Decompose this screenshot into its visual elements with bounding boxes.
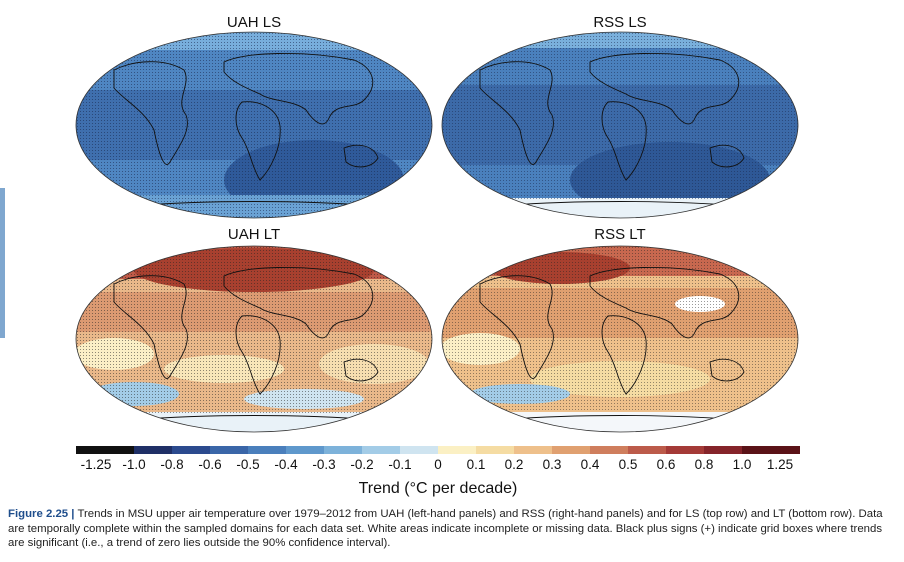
- colorbar-label: Trend (°C per decade): [358, 480, 518, 497]
- panel-title: RSS LS: [593, 14, 647, 31]
- panel-uah-lt: UAH LT: [74, 222, 434, 434]
- colorbar-tick-label: -0.1: [388, 457, 412, 472]
- colorbar-segment: [76, 446, 134, 454]
- colorbar-segment: [742, 446, 800, 454]
- colorbar-segment: [552, 446, 590, 454]
- map-rss-ls: [441, 31, 799, 219]
- colorbar-segment: [210, 446, 248, 454]
- colorbar-tick-label: 0.1: [466, 457, 486, 472]
- colorbar: [76, 446, 800, 454]
- colorbar-tick-label: -0.2: [350, 457, 374, 472]
- map-uah-lt: [75, 245, 433, 433]
- colorbar-segment: [476, 446, 514, 454]
- figure-label: Figure 2.25 |: [8, 508, 75, 520]
- colorbar-tick-label: 0.4: [580, 457, 600, 472]
- colorbar-segment: [324, 446, 362, 454]
- colorbar-segment: [438, 446, 476, 454]
- colorbar-segment: [400, 446, 438, 454]
- colorbar-tick-label: 1.0: [732, 457, 752, 472]
- figure-caption: Figure 2.25 | Trends in MSU upper air te…: [8, 507, 888, 551]
- colorbar-tick-label: 0: [434, 457, 442, 472]
- colorbar-tick-label: 0.2: [504, 457, 524, 472]
- colorbar-segment: [362, 446, 400, 454]
- colorbar-tick-label: -0.6: [198, 457, 222, 472]
- colorbar-segment: [134, 446, 172, 454]
- panel-title: RSS LT: [594, 226, 646, 243]
- colorbar-tick-label: -0.4: [274, 457, 298, 472]
- colorbar-tick-label: 1.25: [766, 457, 794, 472]
- colorbar-tick-label: -0.5: [236, 457, 260, 472]
- panel-title: UAH LT: [227, 226, 281, 243]
- colorbar-tick-label: 0.6: [656, 457, 676, 472]
- colorbar-segment: [286, 446, 324, 454]
- map-rss-lt: [441, 245, 799, 433]
- page-edge-tab: [0, 188, 5, 338]
- colorbar-tick-label: 0.8: [694, 457, 714, 472]
- colorbar-tick-label: 0.3: [542, 457, 562, 472]
- colorbar-tick-label: -1.0: [122, 457, 146, 472]
- colorbar-segment: [666, 446, 704, 454]
- colorbar-segment: [248, 446, 286, 454]
- caption-text: Trends in MSU upper air temperature over…: [8, 508, 883, 549]
- colorbar-segment: [514, 446, 552, 454]
- panel-rss-ls: RSS LS: [440, 8, 800, 219]
- colorbar-tick-label: -0.3: [312, 457, 336, 472]
- colorbar-tick-label: -1.25: [80, 457, 112, 472]
- colorbar-tick-label: 0.5: [618, 457, 638, 472]
- colorbar-segment: [172, 446, 210, 454]
- map-uah-ls: [75, 31, 433, 219]
- panel-rss-lt: RSS LT: [440, 222, 800, 434]
- colorbar-segment: [590, 446, 628, 454]
- colorbar-segment: [628, 446, 666, 454]
- panel-uah-ls: UAH LS: [74, 8, 434, 219]
- colorbar-segment: [704, 446, 742, 454]
- colorbar-tick-label: -0.8: [160, 457, 184, 472]
- colorbar-ticks: -1.25 -1.0 -0.8 -0.6 -0.5 -0.4 -0.3 -0.2 -0.1 0 0.…: [76, 457, 800, 475]
- panel-title: UAH LS: [226, 14, 282, 31]
